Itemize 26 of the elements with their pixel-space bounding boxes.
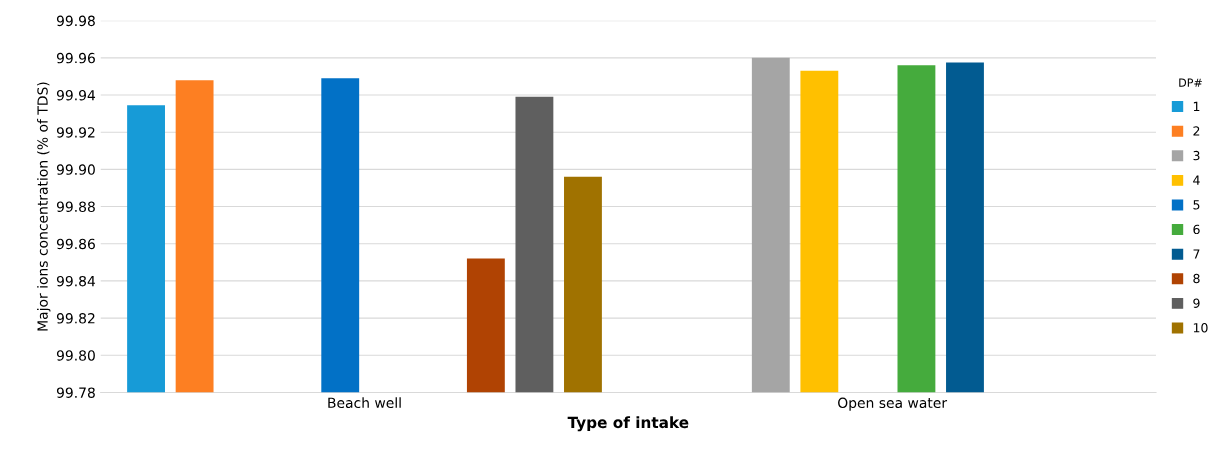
y-tick-label: 99.86 bbox=[56, 238, 95, 250]
legend-label: 5 bbox=[1193, 200, 1200, 210]
y-tick-label: 99.80 bbox=[56, 350, 95, 361]
y-tick-label: 99.90 bbox=[56, 164, 95, 175]
legend-label: 3 bbox=[1193, 150, 1200, 161]
y-tick-label: 99.84 bbox=[56, 275, 96, 287]
y-tick-label: 99.92 bbox=[56, 127, 95, 138]
legend-label: 8 bbox=[1193, 273, 1200, 284]
y-tick-label: 99.82 bbox=[56, 313, 95, 324]
y-tick-label: 99.78 bbox=[56, 387, 95, 398]
legend-label: 4 bbox=[1193, 175, 1200, 185]
legend-label: 6 bbox=[1193, 224, 1200, 235]
y-axis-title: Major ions concentration (% of TDS) bbox=[37, 82, 51, 331]
y-tick-label: 99.88 bbox=[56, 201, 95, 213]
legend-label: 7 bbox=[1193, 249, 1200, 259]
legend-title: DP# bbox=[1179, 78, 1202, 87]
y-tick-label: 99.96 bbox=[56, 52, 95, 64]
legend-label: 1 bbox=[1193, 101, 1200, 111]
x-tick-label: Open sea water bbox=[838, 397, 948, 411]
y-tick-label: 99.94 bbox=[56, 89, 96, 101]
x-axis-title: Type of intake bbox=[567, 416, 689, 432]
x-tick-label: Beach well bbox=[328, 397, 401, 409]
legend-label: 2 bbox=[1193, 126, 1200, 136]
y-tick-label: 99.98 bbox=[56, 15, 95, 27]
legend-label: 10 bbox=[1193, 323, 1208, 333]
legend-label: 9 bbox=[1193, 298, 1200, 308]
